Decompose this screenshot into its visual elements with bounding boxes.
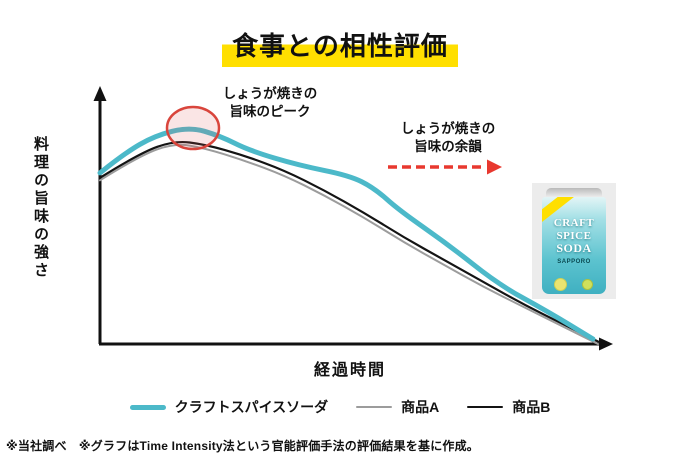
can-text-craft: CRAFT bbox=[553, 217, 595, 229]
legend-label: クラフトスパイスソーダ bbox=[174, 399, 329, 415]
series-line-商品B bbox=[98, 140, 600, 343]
legend-label: 商品A bbox=[401, 399, 440, 415]
product-can-image: CRAFT SPICE SODA SAPPORO bbox=[532, 183, 616, 299]
peak-annotation-line2: 旨味のピーク bbox=[229, 103, 311, 119]
aftertaste-arrowhead bbox=[487, 159, 502, 175]
legend-label: 商品B bbox=[512, 399, 551, 415]
x-axis-label: 経過時間 bbox=[313, 362, 386, 379]
legend-swatch bbox=[356, 406, 393, 408]
legend-item: 商品B bbox=[467, 397, 550, 417]
can-body: CRAFT SPICE SODA SAPPORO bbox=[542, 197, 606, 294]
peak-annotation-line1: しょうが焼きの bbox=[222, 86, 318, 101]
can-text-spice: SPICE bbox=[556, 229, 592, 242]
page-title: 食事との相性評価 bbox=[0, 24, 680, 67]
series-line-クラフトスパイスソーダ bbox=[97, 126, 596, 342]
aftertaste-annotation-line1: しょうが焼きの bbox=[400, 121, 496, 136]
footer-note: ※当社調べ ※グラフはTime Intensity法という官能評価手法の評価結果… bbox=[6, 439, 480, 453]
legend-swatch bbox=[467, 406, 504, 408]
x-axis-arrowhead bbox=[599, 337, 613, 351]
can-lid bbox=[546, 188, 602, 197]
y-axis-arrowhead bbox=[93, 86, 107, 101]
peak-circle-annotation bbox=[165, 105, 221, 151]
aftertaste-arrow bbox=[388, 159, 502, 175]
axes bbox=[93, 86, 613, 351]
peak-annotation: しょうが焼きの 旨味のピーク bbox=[210, 85, 330, 120]
series-line-商品A bbox=[99, 143, 599, 345]
aftertaste-annotation-line2: 旨味の余韻 bbox=[414, 138, 482, 154]
legend-swatch bbox=[129, 404, 166, 410]
lemon-icon bbox=[554, 278, 567, 291]
page-title-text: 食事との相性評価 bbox=[222, 24, 458, 67]
aftertaste-annotation: しょうが焼きの 旨味の余韻 bbox=[381, 120, 515, 155]
legend: クラフトスパイスソーダ 商品A 商品B bbox=[0, 397, 680, 417]
legend-item: 商品A bbox=[356, 397, 439, 417]
can-text-soda: SODA bbox=[556, 241, 592, 256]
y-axis-label: 料理の旨味の強さ bbox=[32, 136, 49, 280]
legend-item: クラフトスパイスソーダ bbox=[129, 397, 329, 417]
series-lines bbox=[97, 126, 600, 345]
lime-icon bbox=[582, 279, 593, 290]
product-can: CRAFT SPICE SODA SAPPORO bbox=[542, 188, 606, 294]
can-brand-text: SAPPORO bbox=[557, 259, 591, 266]
